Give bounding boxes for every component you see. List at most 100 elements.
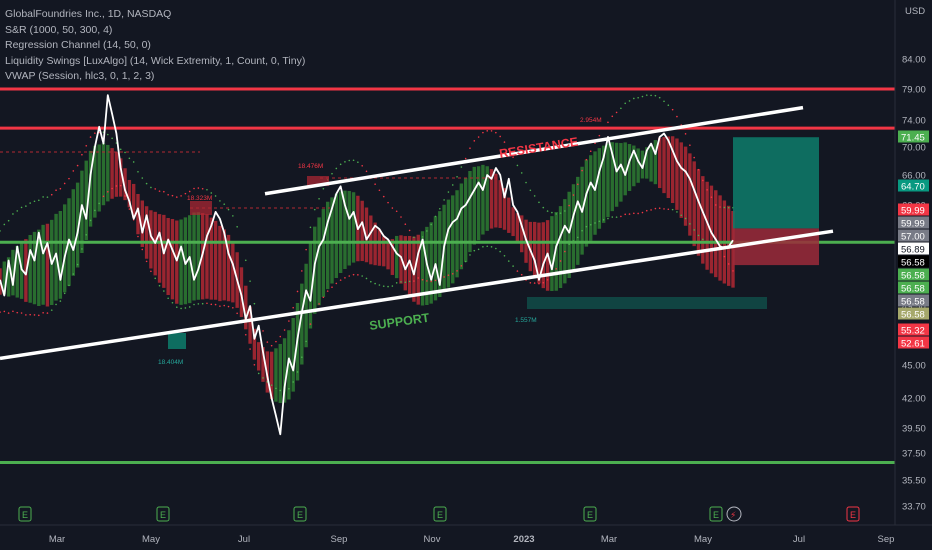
x-tick-label: Sep <box>878 534 895 545</box>
price-label-value: 59.99 <box>901 219 925 230</box>
envelope-dot-upper <box>482 131 484 134</box>
envelope-dot-upper <box>378 189 381 192</box>
envelope-dot-upper <box>197 187 200 189</box>
envelope-dot-lower <box>236 312 238 315</box>
envelope-dot-upper <box>167 193 169 196</box>
envelope-dot-upper <box>313 208 316 211</box>
envelope-dot-lower <box>249 348 251 350</box>
earnings-icon-label: E <box>587 510 593 520</box>
envelope-dot-lower <box>637 212 639 215</box>
envelope-dot-lower <box>106 190 109 193</box>
envelope-dot-lower <box>150 270 152 273</box>
envelope-dot-upper <box>12 213 14 215</box>
envelope-dot-lower <box>732 270 734 272</box>
envelope-dot-lower <box>201 302 204 305</box>
envelope-dot-lower <box>495 247 497 250</box>
envelope-dot-lower <box>214 303 217 306</box>
price-label-value: 57.00 <box>901 232 925 243</box>
envelope-dot-upper <box>421 236 424 238</box>
envelope-dot-upper <box>29 202 31 204</box>
envelope-dot-lower <box>257 372 260 375</box>
envelope-dot-lower <box>598 220 601 223</box>
envelope-dot-lower <box>482 246 484 248</box>
envelope-dot-lower <box>443 276 445 278</box>
envelope-dot-upper <box>188 190 191 193</box>
envelope-dot-upper <box>214 195 217 197</box>
envelope-dot-upper <box>232 215 234 217</box>
y-tick-label: 70.00 <box>902 143 926 154</box>
position-target-zone <box>733 137 819 229</box>
envelope-dot-upper <box>689 144 691 146</box>
liquidity-zone-bull <box>527 297 767 309</box>
envelope-dot-upper <box>464 157 467 160</box>
envelope-dot-upper <box>344 161 346 163</box>
envelope-dot-lower <box>167 297 169 300</box>
envelope-dot-upper <box>352 159 355 162</box>
envelope-dot-upper <box>576 183 579 186</box>
envelope-dot-upper <box>495 131 497 134</box>
legend-sr-indicator[interactable]: S&R (1000, 50, 300, 4) <box>5 23 113 36</box>
envelope-dot-upper <box>262 330 264 332</box>
legend-regression-indicator[interactable]: Regression Channel (14, 50, 0) <box>5 39 151 51</box>
envelope-dot-lower <box>559 260 562 262</box>
envelope-dot-lower <box>115 185 118 187</box>
envelope-dot-upper <box>223 203 226 205</box>
envelope-dot-lower <box>391 285 394 287</box>
envelope-dot-lower <box>175 306 178 309</box>
envelope-dot-lower <box>589 223 592 226</box>
envelope-dot-upper <box>714 204 717 206</box>
envelope-dot-upper <box>499 135 501 138</box>
envelope-dot-upper <box>477 136 480 138</box>
envelope-dot-upper <box>581 169 583 172</box>
envelope-dot-upper <box>288 320 290 322</box>
envelope-dot-lower <box>68 284 70 287</box>
envelope-dot-upper <box>413 236 415 239</box>
envelope-dot-lower <box>12 310 14 313</box>
envelope-dot-upper <box>395 210 398 213</box>
envelope-dot-lower <box>594 222 596 224</box>
envelope-dot-upper <box>7 219 10 222</box>
volume-label: 18.404M <box>158 359 183 366</box>
legend-liquidity-indicator[interactable]: Liquidity Swings [LuxAlgo] (14, Wick Ext… <box>5 54 306 67</box>
envelope-dot-upper <box>697 168 700 171</box>
envelope-dot-lower <box>490 246 493 248</box>
envelope-dot-upper <box>507 148 510 151</box>
envelope-dot-upper <box>171 194 174 197</box>
envelope-dot-upper <box>283 329 286 331</box>
envelope-dot-lower <box>72 273 75 275</box>
envelope-dot-lower <box>568 243 570 246</box>
envelope-dot-lower <box>102 195 105 198</box>
x-tick-label: 2023 <box>513 534 534 545</box>
envelope-dot-lower <box>270 384 273 386</box>
legend-symbol[interactable]: GlobalFoundries Inc., 1D, NASDAQ <box>5 8 172 20</box>
earnings-icon-label: E <box>22 510 28 520</box>
earnings-icon <box>293 506 307 522</box>
envelope-dot-upper <box>727 206 730 209</box>
envelope-dot-upper <box>564 210 566 212</box>
envelope-dot-lower <box>404 281 407 284</box>
envelope-dot-lower <box>378 284 381 286</box>
price-label-tag <box>898 203 929 216</box>
envelope-dot-lower <box>352 273 355 276</box>
chart-legend: GlobalFoundries Inc., 1D, NASDAQ S&R (10… <box>5 7 305 85</box>
envelope-dot-upper <box>456 175 458 178</box>
envelope-dot-upper <box>210 192 213 194</box>
split-icon <box>726 506 742 522</box>
price-label-value: 64.70 <box>901 182 925 193</box>
envelope-dot-lower <box>322 296 325 299</box>
price-label-value: 56.58 <box>901 258 925 269</box>
envelope-dot-upper <box>150 186 152 189</box>
envelope-dot-lower <box>89 219 92 222</box>
envelope-dot-upper <box>434 215 437 218</box>
legend-vwap-indicator[interactable]: VWAP (Session, hlc3, 0, 1, 2, 3) <box>5 70 155 82</box>
envelope-dot-lower <box>210 303 213 306</box>
envelope-dot-lower <box>374 282 376 285</box>
envelope-dot-upper <box>387 201 389 204</box>
envelope-dot-upper <box>594 142 596 144</box>
envelope-dot-lower <box>395 282 398 284</box>
envelope-dot-lower <box>0 311 1 313</box>
envelope-dot-upper <box>667 104 670 107</box>
envelope-dot-lower <box>63 292 66 295</box>
earnings-icon-upcoming-label: E <box>850 510 856 520</box>
